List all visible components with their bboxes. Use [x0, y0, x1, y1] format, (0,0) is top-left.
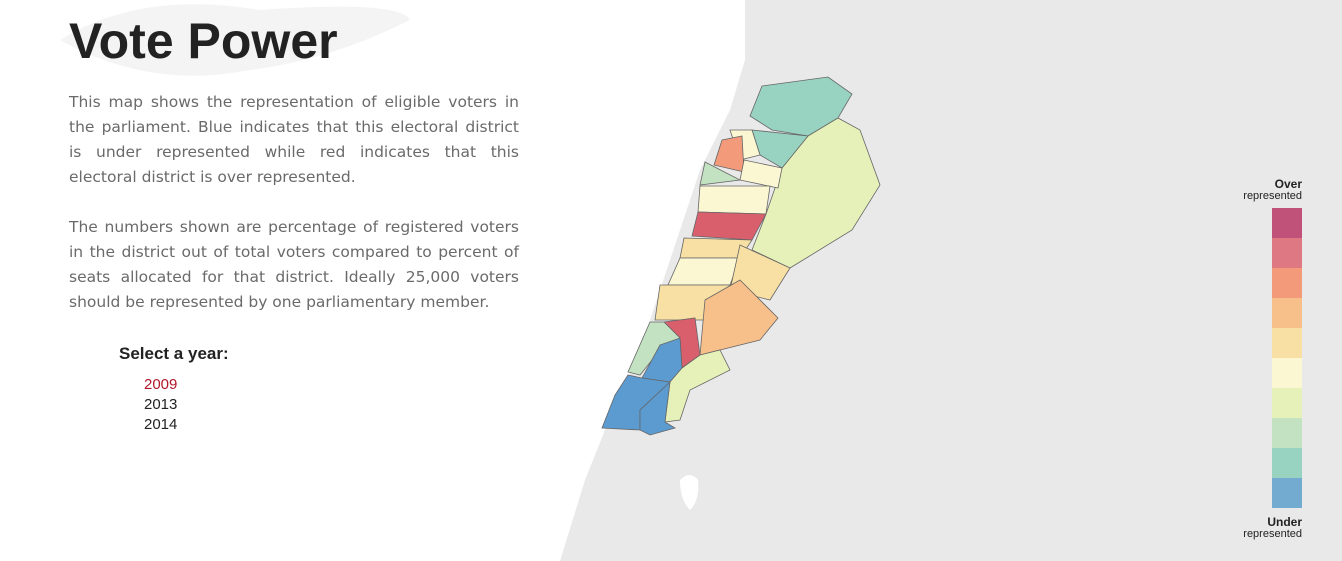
lake [680, 475, 699, 510]
district [697, 185, 771, 215]
terrain [60, 4, 410, 76]
legend-swatch [1272, 478, 1302, 508]
district [667, 257, 741, 286]
legend-swatch [1272, 208, 1302, 238]
description: The numbers shown are percentage of regi… [69, 218, 519, 311]
legend-top: Over represented [1243, 178, 1302, 202]
district [639, 380, 677, 436]
legend-swatch [1272, 298, 1302, 328]
year-option[interactable]: 2009 [144, 376, 178, 393]
legend-subtitle: represented [1243, 528, 1302, 540]
legend-swatch [1272, 328, 1302, 358]
year-option[interactable]: 2013 [144, 396, 178, 413]
legend-swatch [1272, 448, 1302, 478]
legend-swatch [1272, 268, 1302, 298]
district [739, 159, 783, 189]
legend-swatch [1272, 358, 1302, 388]
legend-subtitle: represented [1243, 190, 1302, 202]
districts [601, 76, 881, 436]
legend-title: Over [1274, 177, 1302, 191]
year-option[interactable]: 2014 [144, 416, 178, 433]
title: Vote Power [69, 13, 338, 69]
selector-label: Select a year: [119, 344, 229, 363]
legend-title: Under [1267, 515, 1302, 529]
district [751, 117, 881, 269]
legend-bottom: Under represented [1243, 516, 1302, 540]
legend-swatch [1272, 388, 1302, 418]
legend-swatch [1272, 418, 1302, 448]
district [699, 161, 742, 186]
district [699, 279, 779, 356]
legend-swatch [1272, 238, 1302, 268]
description: This map shows the representation of eli… [69, 93, 519, 186]
legend [1272, 208, 1302, 508]
